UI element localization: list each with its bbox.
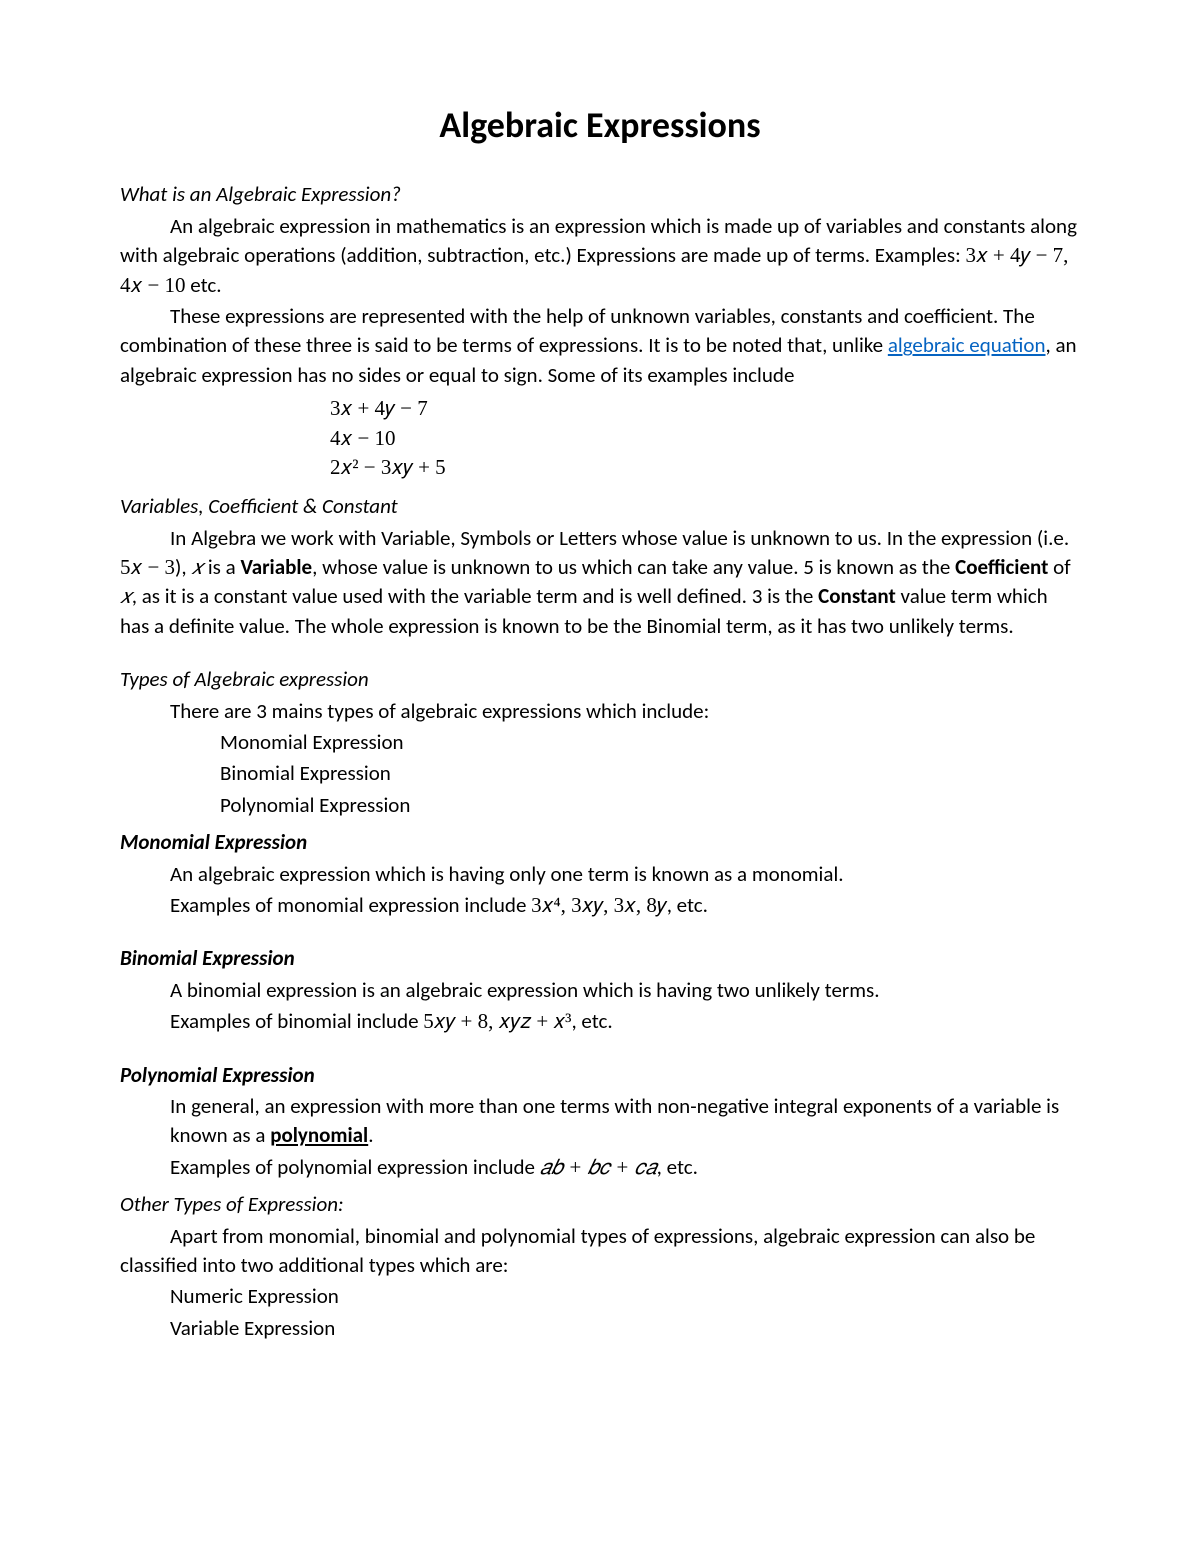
text: of xyxy=(1048,554,1070,580)
polynomial-examples: Examples of polynomial expression includ… xyxy=(120,1153,1080,1182)
text: In Algebra we work with Variable, Symbol… xyxy=(170,525,1069,551)
types-intro: There are 3 mains types of algebraic exp… xyxy=(120,697,1080,726)
math-var: 𝑥 xyxy=(191,555,203,579)
math-inline: 𝑎𝑏 + 𝑏𝑐 + 𝑐𝑎 xyxy=(540,1155,657,1179)
equation-1: 3𝑥 + 4𝑦 − 7 xyxy=(330,394,1080,423)
equation-2: 4𝑥 − 10 xyxy=(330,424,1080,453)
text: etc. xyxy=(186,272,222,298)
intro-paragraph-1: An algebraic expression in mathematics i… xyxy=(120,212,1080,300)
text: An algebraic expression in mathematics i… xyxy=(120,213,1077,268)
text: , etc. xyxy=(667,892,708,918)
variables-paragraph: In Algebra we work with Variable, Symbol… xyxy=(120,524,1080,642)
equation-3: 2𝑥² − 3𝑥𝑦 + 5 xyxy=(330,453,1080,482)
text: ), xyxy=(175,554,191,580)
math-inline: 5𝑥 − 3 xyxy=(120,555,175,579)
polynomial-desc: In general, an expression with more than… xyxy=(120,1092,1080,1151)
bold-constant: Constant xyxy=(818,583,896,609)
text: , etc. xyxy=(571,1008,612,1034)
monomial-examples: Examples of monomial expression include … xyxy=(120,891,1080,920)
bold-polynomial: polynomial xyxy=(270,1122,368,1148)
subsection-polynomial: Polynomial Expression xyxy=(120,1061,1080,1090)
binomial-desc: A binomial expression is an algebraic ex… xyxy=(120,976,1080,1005)
text: Apart from monomial, binomial and polyno… xyxy=(120,1223,1035,1278)
page-title: Algebraic Expressions xyxy=(120,100,1080,150)
section-other-types: Other Types of Expression: xyxy=(120,1190,1080,1219)
section-variables: Variables, Coefficient & Constant xyxy=(120,492,1080,521)
subsection-monomial: Monomial Expression xyxy=(120,828,1080,857)
text: , as it is a constant value used with th… xyxy=(132,583,818,609)
type-polynomial: Polynomial Expression xyxy=(120,791,1080,820)
text: , whose value is unknown to us which can… xyxy=(312,554,955,580)
text: is a xyxy=(203,554,240,580)
text: Examples of binomial include xyxy=(170,1008,423,1034)
type-variable: Variable Expression xyxy=(120,1314,1080,1343)
section-types: Types of Algebraic expression xyxy=(120,665,1080,694)
bold-coefficient: Coefficient xyxy=(955,554,1048,580)
type-binomial: Binomial Expression xyxy=(120,759,1080,788)
binomial-examples: Examples of binomial include 5𝑥𝑦 + 8, 𝑥𝑦… xyxy=(120,1007,1080,1036)
monomial-desc: An algebraic expression which is having … xyxy=(120,860,1080,889)
section-what-is: What is an Algebraic Expression? xyxy=(120,180,1080,209)
text: . xyxy=(368,1122,373,1148)
algebraic-equation-link[interactable]: algebraic equation xyxy=(888,332,1046,358)
intro-paragraph-2: These expressions are represented with t… xyxy=(120,302,1080,390)
bold-variable: Variable xyxy=(240,554,312,580)
math-inline: 5𝑥𝑦 + 8, 𝑥𝑦𝑧 + 𝑥³ xyxy=(423,1009,571,1033)
text: , etc. xyxy=(657,1154,698,1180)
math-var: 𝑥 xyxy=(120,584,132,608)
text: Examples of monomial expression include xyxy=(170,892,531,918)
text: Examples of polynomial expression includ… xyxy=(170,1154,540,1180)
other-types-intro: Apart from monomial, binomial and polyno… xyxy=(120,1222,1080,1281)
type-monomial: Monomial Expression xyxy=(120,728,1080,757)
type-numeric: Numeric Expression xyxy=(120,1282,1080,1311)
example-equations-block: 3𝑥 + 4𝑦 − 7 4𝑥 − 10 2𝑥² − 3𝑥𝑦 + 5 xyxy=(120,394,1080,482)
subsection-binomial: Binomial Expression xyxy=(120,944,1080,973)
math-inline: 3𝑥⁴, 3𝑥𝑦, 3𝑥, 8𝑦 xyxy=(531,893,667,917)
